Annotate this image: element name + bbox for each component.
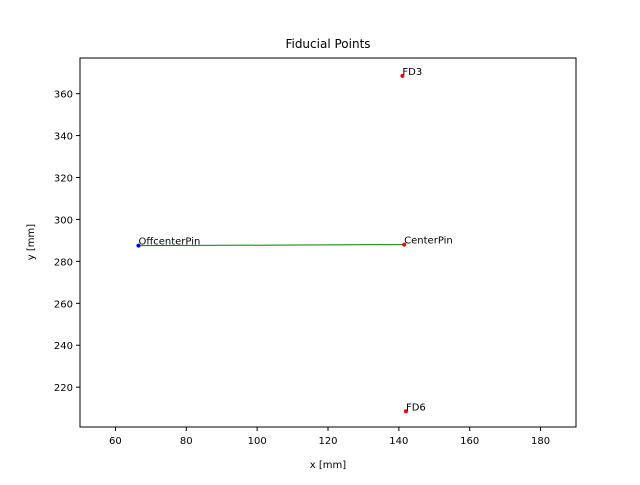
point-label-offcenterpin: OffcenterPin (138, 237, 200, 248)
y-tick-label: 240 (54, 341, 73, 352)
x-tick-label: 100 (248, 436, 267, 447)
point-label-centerpin: CenterPin (404, 236, 453, 247)
y-tick-label: 220 (54, 383, 73, 394)
y-tick-label: 260 (54, 299, 73, 310)
x-tick-label: 80 (180, 436, 193, 447)
x-tick-label: 180 (531, 436, 550, 447)
y-tick-label: 300 (54, 215, 73, 226)
y-axis-label: y [mm] (26, 224, 37, 260)
connector-line (138, 244, 405, 247)
point-fd6 (403, 409, 408, 414)
x-tick-label: 160 (460, 436, 479, 447)
point-label-fd3: FD3 (402, 67, 422, 78)
y-tick-label: 320 (54, 174, 73, 185)
point-label-fd6: FD6 (406, 402, 426, 413)
point-fd3 (400, 73, 405, 78)
point-centerpin (402, 242, 407, 247)
x-axis-label: x [mm] (310, 460, 346, 471)
x-tick-label: 140 (389, 436, 408, 447)
x-tick-label: 120 (318, 436, 337, 447)
y-tick-label: 280 (54, 257, 73, 268)
x-tick-label: 60 (109, 436, 122, 447)
chart-title: Fiducial Points (285, 37, 370, 51)
plot-area: FD3 OffcenterPin CenterPin FD6 60 80 100 120 140… (54, 57, 577, 447)
y-tick-label: 340 (54, 132, 73, 143)
y-tick-label: 360 (54, 90, 73, 101)
point-offcenterpin (136, 243, 141, 248)
